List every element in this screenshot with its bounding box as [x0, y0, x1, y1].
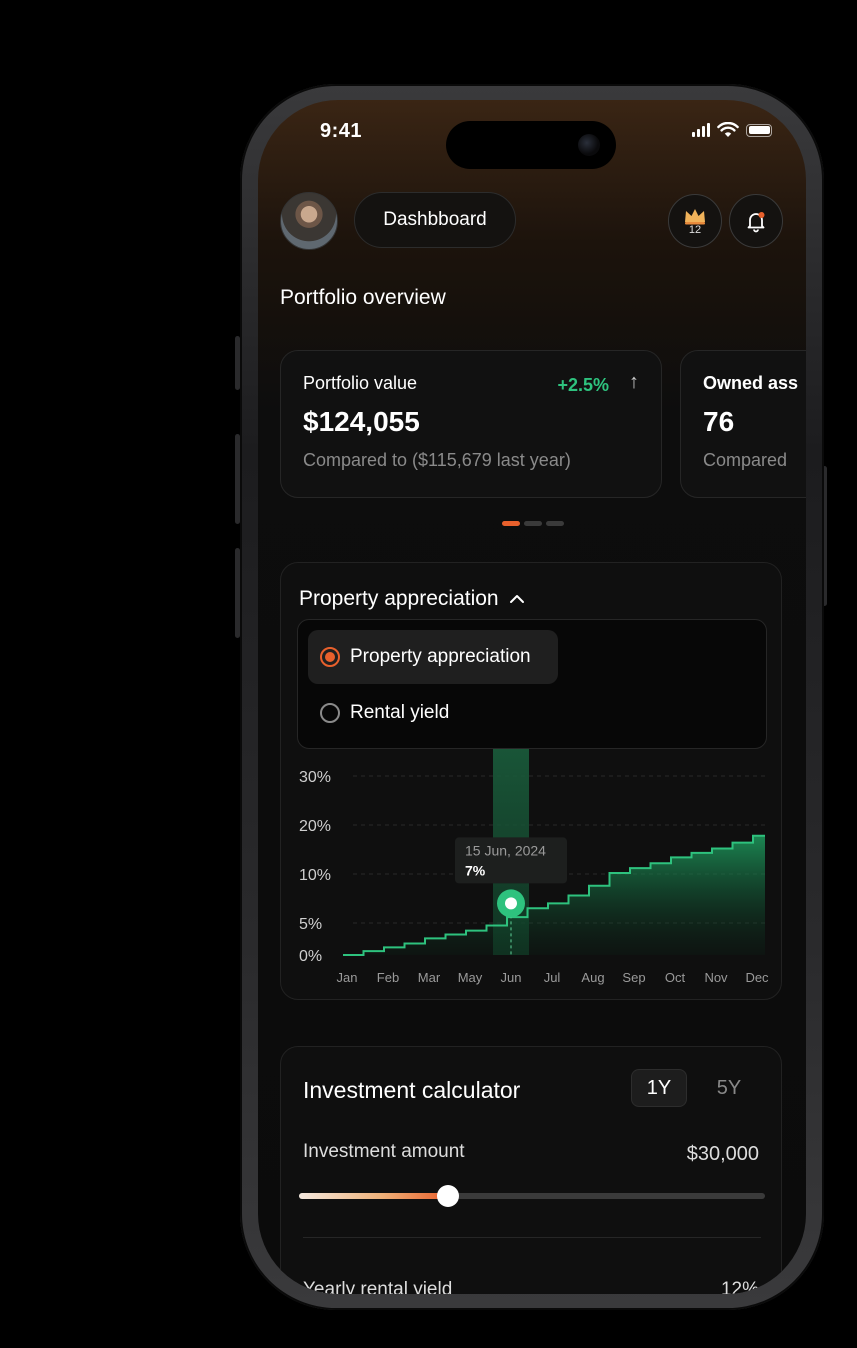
radio-selected-icon — [320, 647, 340, 667]
owned-assets-card[interactable]: Owned ass 76 Compared — [680, 350, 806, 498]
wifi-icon — [717, 122, 739, 137]
x-tick-label: Nov — [704, 970, 728, 985]
arrow-up-icon: ↑ — [629, 371, 639, 393]
slider-thumb[interactable] — [437, 1185, 460, 1207]
period-1y-button[interactable]: 1Y — [631, 1069, 687, 1107]
tooltip-date: 15 Jun, 2024 — [465, 842, 546, 858]
y-tick-label: 20% — [299, 818, 331, 835]
mute-switch — [235, 336, 240, 390]
tooltip-value: 7% — [465, 862, 486, 878]
pagination-dot[interactable] — [502, 521, 520, 526]
x-tick-label: Mar — [418, 970, 441, 985]
rental-yield-label: Yearly rental yield — [303, 1279, 453, 1294]
chevron-up-icon — [509, 595, 524, 603]
dynamic-island — [446, 121, 616, 169]
investment-amount-value: $30,000 — [686, 1143, 759, 1165]
camera-icon — [578, 134, 600, 156]
volume-up-button — [235, 434, 240, 524]
chart-type-dropdown: Property appreciation Rental yield — [297, 619, 767, 749]
line-series — [343, 834, 765, 956]
signal-icon — [692, 123, 710, 137]
x-tick-label: Aug — [581, 970, 604, 985]
chart-tooltip: 15 Jun, 2024 7% — [455, 837, 567, 884]
area-series — [343, 835, 765, 955]
x-tick-label: Sep — [622, 970, 645, 985]
notifications-button[interactable] — [729, 194, 783, 248]
period-5y-button[interactable]: 5Y — [716, 1076, 742, 1099]
power-button — [822, 466, 827, 606]
x-tick-label: May — [458, 970, 483, 985]
rewards-button[interactable]: 12 — [668, 194, 722, 248]
card-subtitle: Compared — [703, 450, 788, 470]
card-label: Portfolio value — [303, 373, 418, 393]
rewards-count: 12 — [688, 223, 702, 236]
period-toggle: 1Y 5Y — [631, 1069, 761, 1107]
rental-yield-value: 12% — [720, 1279, 759, 1294]
option-label: Rental yield — [350, 702, 450, 723]
pagination-dot[interactable] — [524, 521, 542, 526]
x-tick-label: Feb — [377, 970, 399, 985]
card-subtitle: Compared to ($115,679 last year) — [303, 450, 571, 470]
calculator-title: Investment calculator — [303, 1077, 521, 1103]
x-tick-label: Jul — [544, 970, 561, 985]
x-axis-ticks: Jan Feb Mar May Jun Jul Aug Sep Oct Nov Dec — [337, 970, 770, 985]
highlight-point-center — [505, 897, 517, 910]
status-time: 9:41 — [320, 120, 363, 142]
appreciation-chart-card: Property appreciation 30% 20% 10% — [280, 562, 782, 1000]
investment-amount-label: Investment amount — [303, 1141, 465, 1162]
y-axis-ticks: 30% 20% 10% 5% 0% — [299, 769, 331, 965]
avatar[interactable] — [280, 192, 338, 250]
page-title: Dashbboard — [383, 209, 487, 230]
chart-svg: 30% 20% 10% 5% 0% Jan Feb Mar May Jun Jul Aug Sep Oc… — [299, 749, 770, 985]
x-tick-label: Dec — [745, 970, 769, 985]
chart-type-dropdown-toggle[interactable]: Property appreciation — [299, 587, 525, 611]
y-tick-label: 30% — [299, 769, 331, 786]
pagination-dot[interactable] — [546, 521, 564, 526]
radio-unselected-icon — [320, 703, 340, 723]
tooltip-box — [455, 837, 567, 884]
volume-down-button — [235, 548, 240, 638]
x-tick-label: Oct — [665, 970, 686, 985]
page-title-pill[interactable]: Dashbboard — [354, 192, 516, 248]
y-tick-label: 10% — [299, 867, 331, 884]
card-label: Owned ass — [703, 373, 799, 393]
battery-icon — [746, 123, 772, 137]
x-tick-label: Jun — [501, 970, 522, 985]
card-value: 76 — [703, 406, 735, 437]
x-tick-label: Jan — [337, 970, 358, 985]
y-tick-label: 0% — [299, 948, 322, 965]
phone-screen: 9:41 Dashbboard 12 Portfolio overview Po… — [258, 100, 806, 1294]
option-label: Property appreciation — [350, 646, 531, 667]
option-rental-yield[interactable]: Rental yield — [308, 686, 461, 740]
section-title-portfolio: Portfolio overview — [280, 286, 446, 309]
chart-title: Property appreciation — [299, 587, 499, 610]
divider — [303, 1237, 761, 1238]
status-icons — [692, 122, 772, 138]
portfolio-value-card[interactable]: Portfolio value +2.5% ↑ $124,055 Compare… — [280, 350, 662, 498]
bell-icon — [747, 212, 765, 233]
card-value: $124,055 — [303, 406, 420, 437]
pagination-dots — [502, 521, 564, 526]
option-property-appreciation[interactable]: Property appreciation — [308, 630, 558, 684]
investment-calculator-card: Investment calculator 1Y 5Y Investment a… — [280, 1046, 782, 1294]
investment-slider[interactable] — [299, 1185, 765, 1207]
y-tick-label: 5% — [299, 916, 322, 933]
crown-icon — [685, 208, 705, 224]
change-badge: +2.5% — [557, 375, 609, 395]
slider-fill — [299, 1193, 449, 1199]
